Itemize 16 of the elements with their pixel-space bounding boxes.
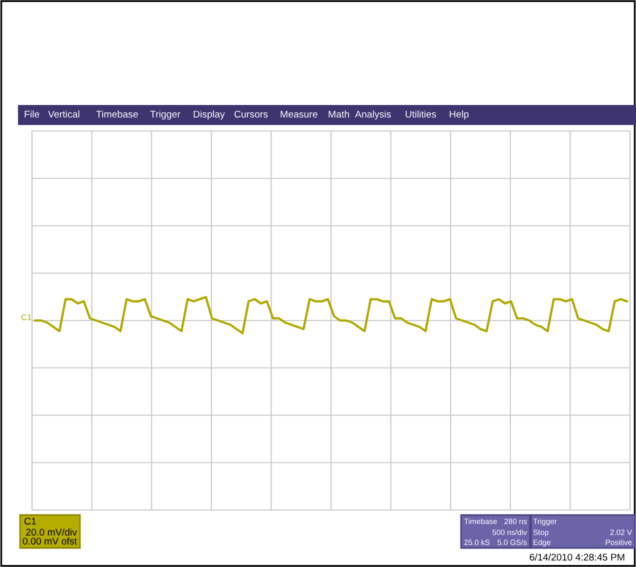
text: Utilities	[406, 110, 436, 118]
text: File	[24, 110, 40, 118]
text: Cursors	[234, 110, 268, 118]
text: Math	[328, 110, 349, 118]
text: Vertical	[48, 110, 80, 118]
text: 6/14/2010 4:28:45 PM	[530, 553, 624, 561]
text: Trigger	[150, 110, 180, 120]
text: C1	[24, 518, 36, 525]
text: Timebase	[96, 110, 138, 118]
text: Measure	[280, 110, 318, 118]
text: C1	[21, 314, 32, 320]
text: Analysis	[355, 110, 391, 120]
text: Display	[194, 110, 225, 120]
text: Help	[450, 110, 469, 120]
text: 20.0 mV/div	[26, 528, 77, 536]
text: 0.00 mV ofst	[22, 537, 77, 545]
